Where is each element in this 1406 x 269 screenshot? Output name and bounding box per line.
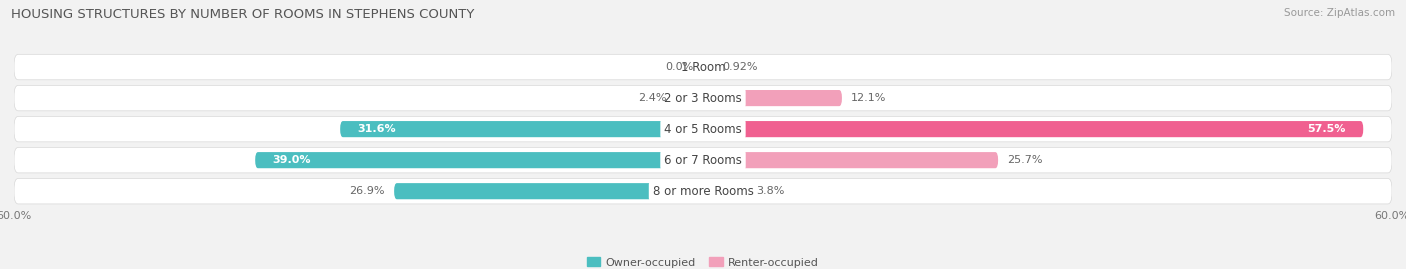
Text: 2.4%: 2.4% <box>638 93 666 103</box>
FancyBboxPatch shape <box>675 90 703 106</box>
Text: 1 Room: 1 Room <box>681 61 725 73</box>
Text: 39.0%: 39.0% <box>273 155 311 165</box>
FancyBboxPatch shape <box>703 121 1364 137</box>
FancyBboxPatch shape <box>256 152 703 168</box>
FancyBboxPatch shape <box>340 121 703 137</box>
FancyBboxPatch shape <box>14 147 1392 173</box>
Text: 0.92%: 0.92% <box>723 62 758 72</box>
Text: 31.6%: 31.6% <box>357 124 396 134</box>
Text: 2 or 3 Rooms: 2 or 3 Rooms <box>664 91 742 105</box>
FancyBboxPatch shape <box>703 59 714 75</box>
FancyBboxPatch shape <box>14 85 1392 111</box>
FancyBboxPatch shape <box>14 178 1392 204</box>
Text: 6 or 7 Rooms: 6 or 7 Rooms <box>664 154 742 167</box>
Text: 25.7%: 25.7% <box>1007 155 1043 165</box>
FancyBboxPatch shape <box>14 54 1392 80</box>
Text: Source: ZipAtlas.com: Source: ZipAtlas.com <box>1284 8 1395 18</box>
FancyBboxPatch shape <box>703 152 998 168</box>
Text: 4 or 5 Rooms: 4 or 5 Rooms <box>664 123 742 136</box>
Text: 0.0%: 0.0% <box>665 62 693 72</box>
Text: 26.9%: 26.9% <box>350 186 385 196</box>
Text: 3.8%: 3.8% <box>756 186 785 196</box>
Text: 57.5%: 57.5% <box>1308 124 1346 134</box>
Legend: Owner-occupied, Renter-occupied: Owner-occupied, Renter-occupied <box>582 253 824 269</box>
FancyBboxPatch shape <box>703 90 842 106</box>
FancyBboxPatch shape <box>14 116 1392 142</box>
Text: 12.1%: 12.1% <box>851 93 887 103</box>
Text: 8 or more Rooms: 8 or more Rooms <box>652 185 754 198</box>
FancyBboxPatch shape <box>703 183 747 199</box>
Text: HOUSING STRUCTURES BY NUMBER OF ROOMS IN STEPHENS COUNTY: HOUSING STRUCTURES BY NUMBER OF ROOMS IN… <box>11 8 475 21</box>
FancyBboxPatch shape <box>394 183 703 199</box>
